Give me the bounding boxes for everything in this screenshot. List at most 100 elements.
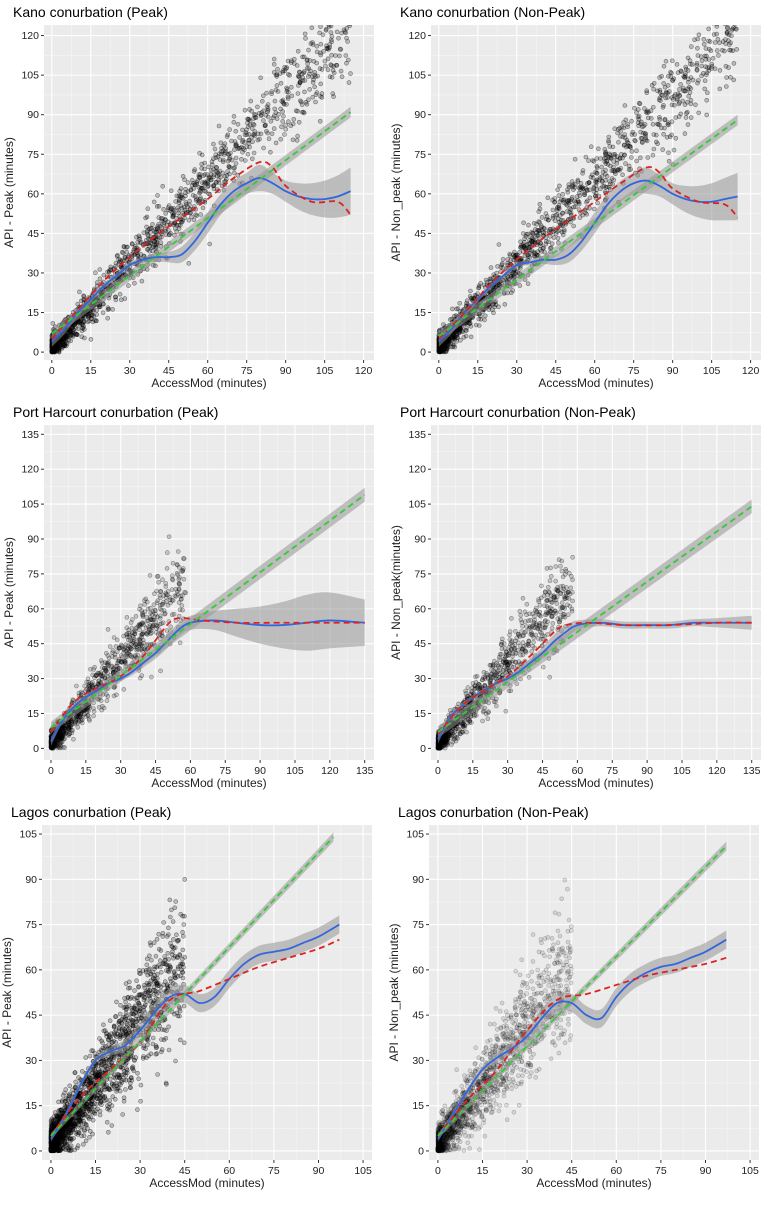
data-point [539, 225, 543, 229]
data-point [336, 21, 340, 25]
data-point [735, 47, 739, 51]
data-point [613, 155, 617, 159]
data-point [557, 194, 561, 198]
data-point [105, 699, 109, 703]
data-point [51, 746, 55, 750]
data-point [141, 638, 145, 642]
data-point [700, 64, 704, 68]
data-point [481, 719, 485, 723]
data-point [505, 650, 509, 654]
data-point [494, 666, 498, 670]
data-point [335, 30, 339, 34]
data-point [156, 574, 160, 578]
data-point [638, 102, 642, 106]
x-tick-label: 120 [742, 365, 760, 377]
data-point [716, 37, 720, 41]
data-point [477, 285, 481, 289]
data-point [557, 558, 561, 562]
data-point [146, 229, 150, 233]
data-point [211, 184, 215, 188]
data-point [306, 98, 310, 102]
data-point [262, 146, 266, 150]
data-point [296, 92, 300, 96]
data-point [146, 207, 150, 211]
data-point [69, 339, 73, 343]
data-point [547, 240, 551, 244]
data-point [133, 632, 137, 636]
data-point [122, 687, 126, 691]
data-point [538, 613, 542, 617]
data-point [542, 604, 546, 608]
data-point [181, 569, 185, 573]
y-tick-label: 105 [408, 499, 426, 511]
data-point [681, 86, 685, 90]
data-point [488, 674, 492, 678]
data-point [76, 302, 80, 306]
data-point [604, 162, 608, 166]
data-point [60, 740, 64, 744]
data-point [161, 578, 165, 582]
data-point [523, 620, 527, 624]
data-point [95, 674, 99, 678]
data-point [489, 277, 493, 281]
data-point [726, 25, 730, 29]
y-tick-label: 30 [414, 673, 426, 685]
data-point [462, 335, 466, 339]
data-point [201, 174, 205, 178]
data-point [714, 13, 718, 17]
data-point [607, 139, 611, 143]
data-point [494, 303, 498, 307]
y-tick-label: 135 [21, 429, 39, 441]
data-point [584, 155, 588, 159]
data-point [436, 746, 440, 750]
y-tick-label: 90 [27, 109, 39, 121]
data-point [733, 0, 737, 2]
data-point [148, 249, 152, 253]
y-tick-label: 90 [414, 109, 426, 121]
data-point [77, 290, 81, 294]
data-point [242, 148, 246, 152]
data-point [80, 721, 84, 725]
data-point [297, 120, 301, 124]
data-point [667, 151, 671, 155]
data-point [729, 75, 733, 79]
data-point [305, 58, 309, 62]
data-point [207, 175, 211, 179]
data-point [98, 277, 102, 281]
data-point [587, 159, 591, 163]
y-tick-label: 0 [33, 347, 39, 359]
data-point [623, 104, 627, 108]
data-point [607, 185, 611, 189]
data-point [503, 302, 507, 306]
data-point [518, 266, 522, 270]
data-point [150, 626, 154, 630]
data-point [164, 600, 168, 604]
data-point [333, 54, 337, 58]
data-point [162, 207, 166, 211]
data-point [171, 561, 175, 565]
data-point [285, 66, 289, 70]
data-point [289, 124, 293, 128]
data-point [518, 284, 522, 288]
data-point [613, 127, 617, 131]
data-point [724, 85, 728, 89]
data-point [137, 643, 141, 647]
data-point [289, 85, 293, 89]
data-point [154, 227, 158, 231]
data-point [332, 95, 336, 99]
data-point [568, 206, 572, 210]
data-point [554, 213, 558, 217]
data-point [183, 178, 187, 182]
data-point [552, 595, 556, 599]
data-point [135, 626, 139, 630]
data-point [705, 98, 709, 102]
data-point [686, 80, 690, 84]
data-point [311, 41, 315, 45]
y-tick-label: 120 [21, 464, 39, 476]
data-point [298, 70, 302, 74]
data-point [82, 712, 86, 716]
data-point [485, 671, 489, 675]
data-point [501, 266, 505, 270]
data-point [337, 54, 341, 58]
data-point [259, 76, 263, 80]
